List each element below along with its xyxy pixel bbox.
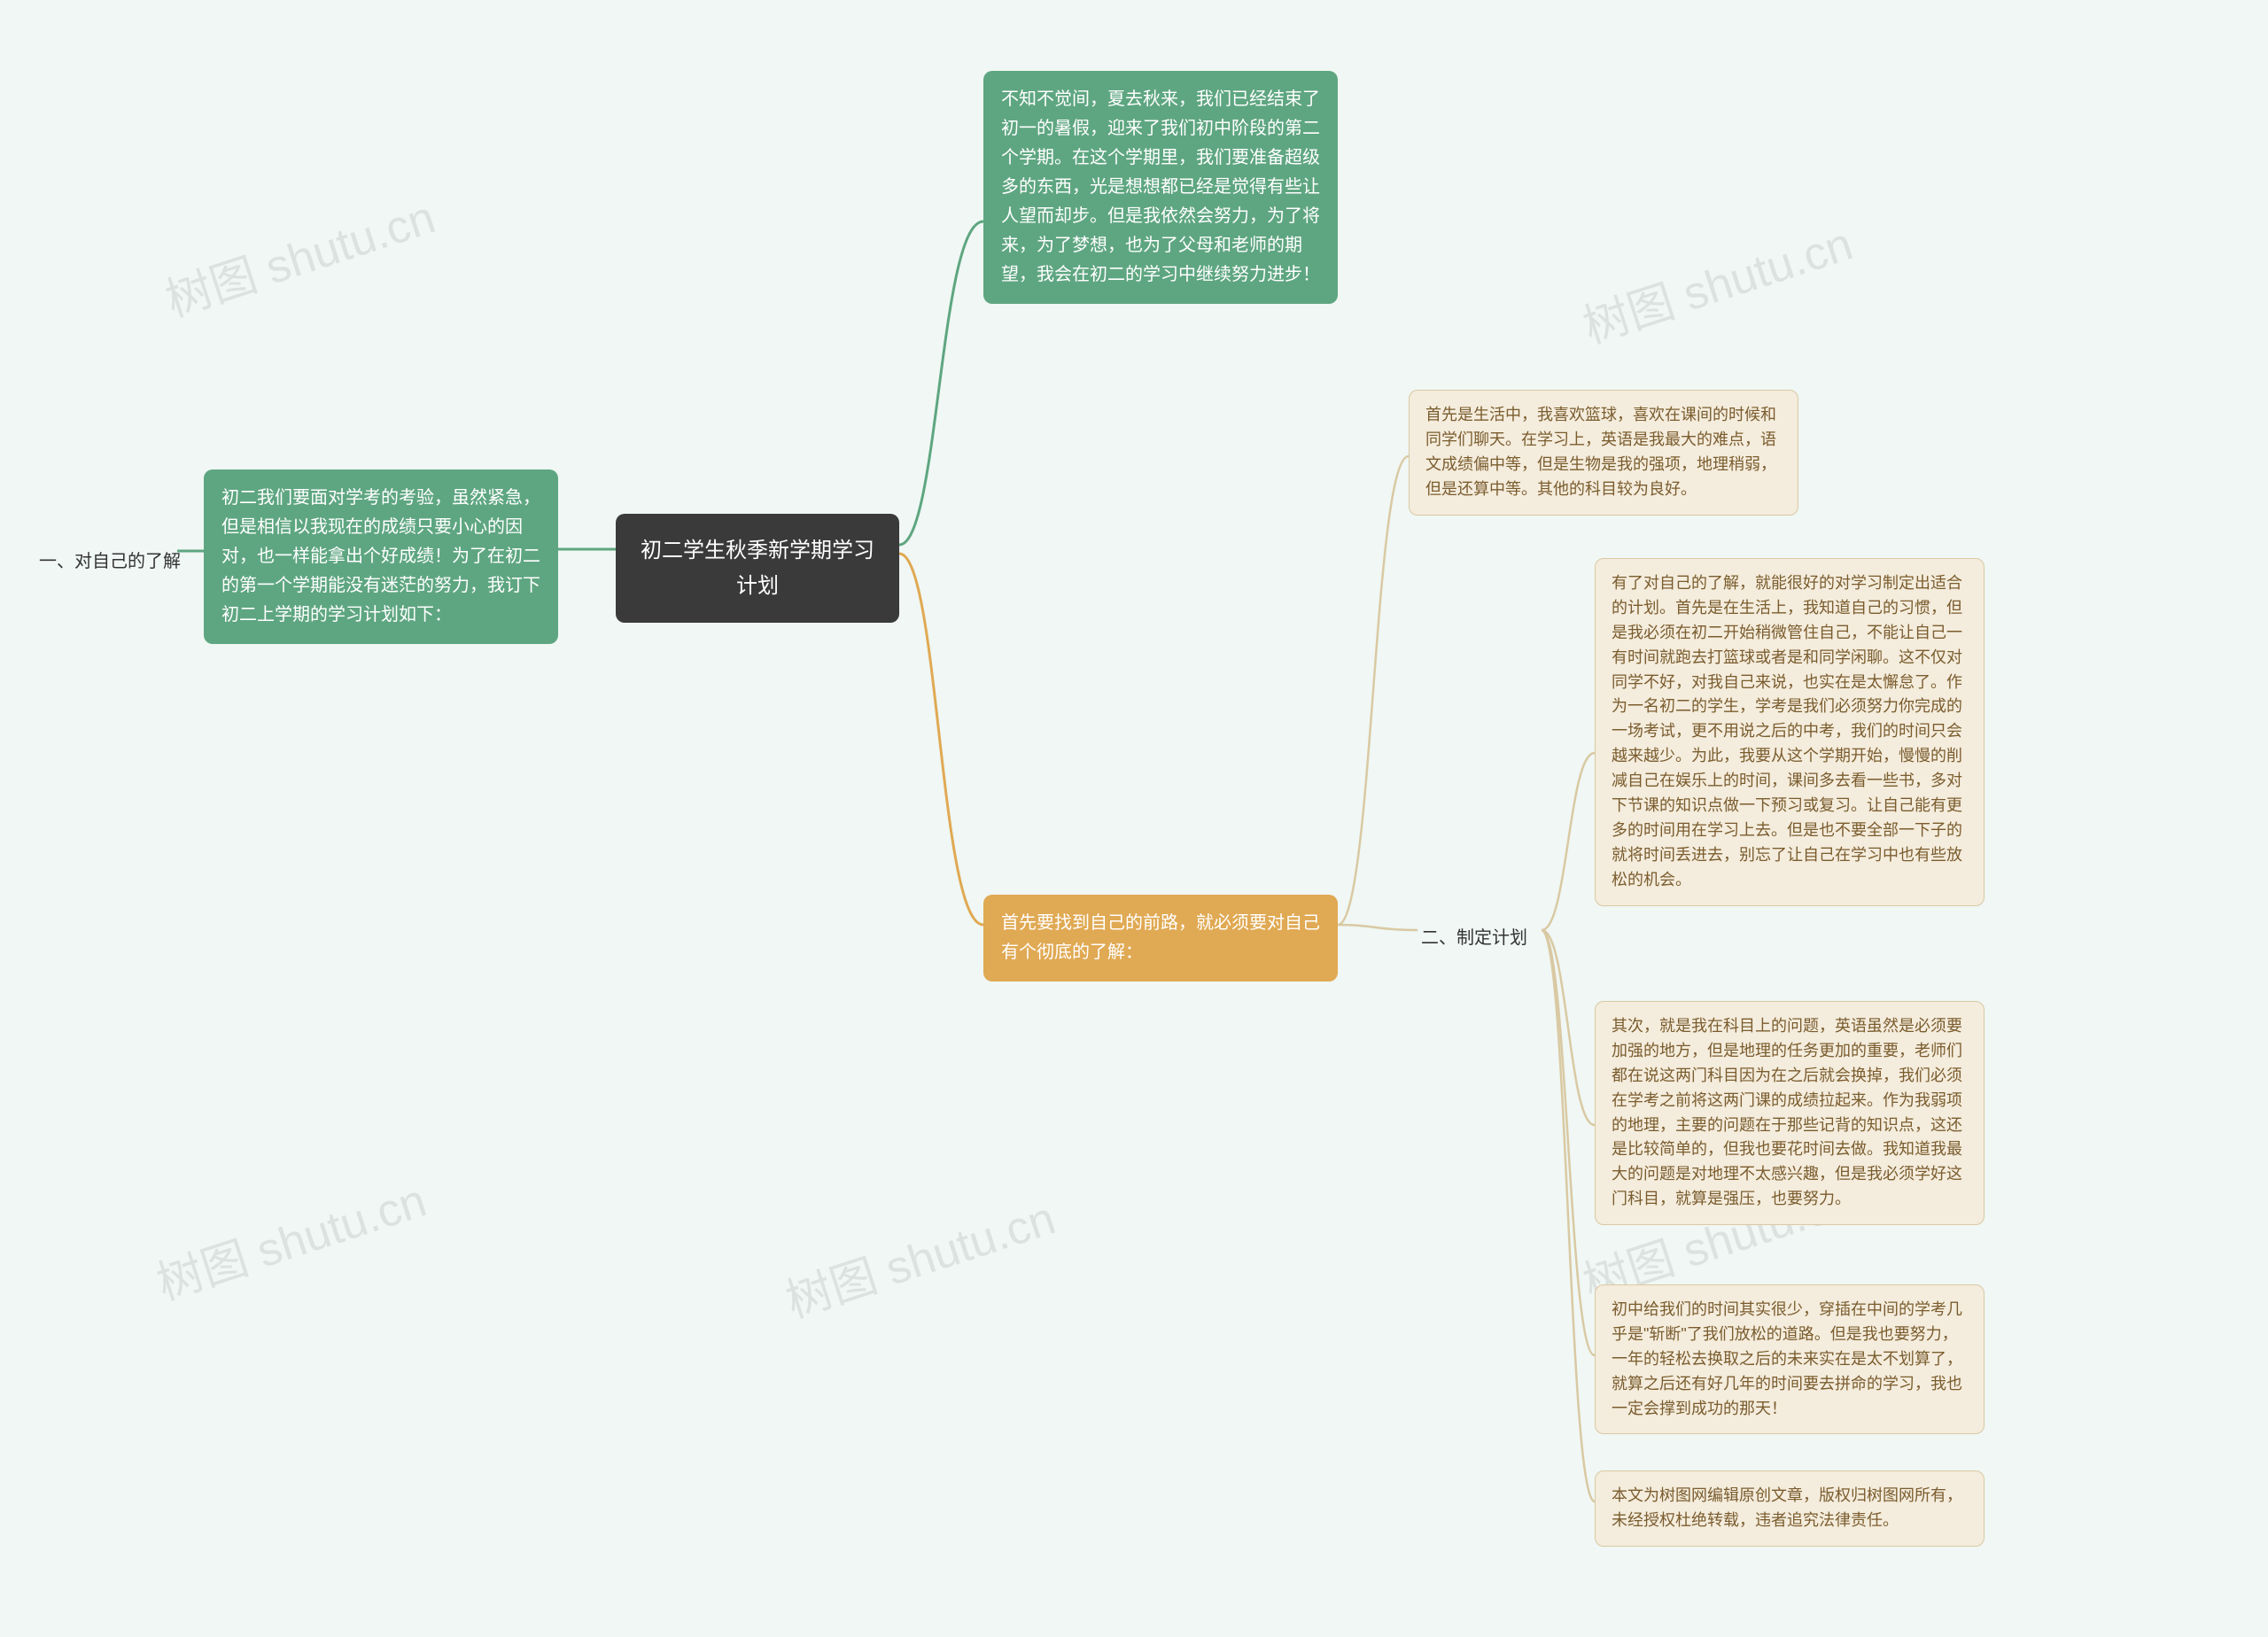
watermark-1: 树图 shutu.cn <box>156 180 442 330</box>
right-bottom-orange-text: 首先要找到自己的前路，就必须要对自己有个彻底的了解： <box>1001 913 1320 962</box>
right-top-green-node[interactable]: 不知不觉间，夏去秋来，我们已经结束了初一的暑假，迎来了我们初中阶段的第二个学期。… <box>983 71 1338 304</box>
beige-item-4[interactable]: 本文为树图网编辑原创文章，版权归树图网所有，未经授权杜绝转载，违者追究法律责任。 <box>1595 1470 1984 1547</box>
right-bottom-orange-node[interactable]: 首先要找到自己的前路，就必须要对自己有个彻底的了解： <box>983 895 1338 981</box>
beige-item-0[interactable]: 首先是生活中，我喜欢篮球，喜欢在课间的时候和同学们聊天。在学习上，英语是我最大的… <box>1409 390 1798 516</box>
beige-text-1: 有了对自己的了解，就能很好的对学习制定出适合的计划。首先是在生活上，我知道自己的… <box>1612 574 1962 888</box>
beige-text-0: 首先是生活中，我喜欢篮球，喜欢在课间的时候和同学们聊天。在学习上，英语是我最大的… <box>1425 406 1776 498</box>
root-text: 初二学生秋季新学期学习计划 <box>641 539 874 598</box>
left-label[interactable]: 一、对自己的了解 <box>35 540 184 584</box>
beige-text-4: 本文为树图网编辑原创文章，版权归树图网所有，未经授权杜绝转载，违者追究法律责任。 <box>1612 1486 1962 1529</box>
right-top-green-text: 不知不觉间，夏去秋来，我们已经结束了初一的暑假，迎来了我们初中阶段的第二个学期。… <box>1001 89 1320 284</box>
root-node[interactable]: 初二学生秋季新学期学习计划 <box>616 514 899 623</box>
right-label[interactable]: 二、制定计划 <box>1418 917 1531 960</box>
watermark-3: 树图 shutu.cn <box>147 1163 433 1313</box>
watermark-2: 树图 shutu.cn <box>1573 206 1860 356</box>
beige-item-2[interactable]: 其次，就是我在科目上的问题，英语虽然是必须要加强的地方，但是地理的任务更加的重要… <box>1595 1001 1984 1225</box>
beige-item-3[interactable]: 初中给我们的时间其实很少，穿插在中间的学考几乎是"斩断"了我们放松的道路。但是我… <box>1595 1284 1984 1434</box>
left-green-node[interactable]: 初二我们要面对学考的考验，虽然紧急，但是相信以我现在的成绩只要小心的因对，也一样… <box>204 469 558 644</box>
left-label-text: 一、对自己的了解 <box>39 552 181 571</box>
beige-item-1[interactable]: 有了对自己的了解，就能很好的对学习制定出适合的计划。首先是在生活上，我知道自己的… <box>1595 558 1984 906</box>
beige-text-3: 初中给我们的时间其实很少，穿插在中间的学考几乎是"斩断"了我们放松的道路。但是我… <box>1612 1300 1962 1417</box>
beige-text-2: 其次，就是我在科目上的问题，英语虽然是必须要加强的地方，但是地理的任务更加的重要… <box>1612 1017 1962 1207</box>
left-green-text: 初二我们要面对学考的考验，虽然紧急，但是相信以我现在的成绩只要小心的因对，也一样… <box>221 488 540 625</box>
right-label-text: 二、制定计划 <box>1421 928 1527 948</box>
watermark-4: 树图 shutu.cn <box>776 1181 1062 1331</box>
